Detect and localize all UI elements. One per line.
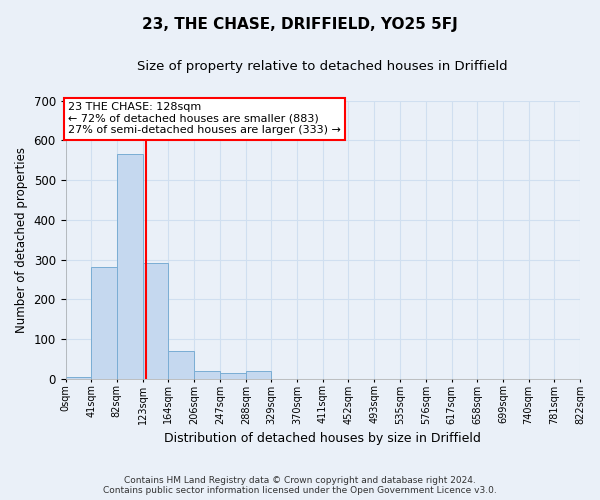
- Text: 23 THE CHASE: 128sqm
← 72% of detached houses are smaller (883)
27% of semi-deta: 23 THE CHASE: 128sqm ← 72% of detached h…: [68, 102, 341, 135]
- Y-axis label: Number of detached properties: Number of detached properties: [15, 146, 28, 332]
- Text: Contains HM Land Registry data © Crown copyright and database right 2024.
Contai: Contains HM Land Registry data © Crown c…: [103, 476, 497, 495]
- Bar: [246, 371, 271, 378]
- Text: 23, THE CHASE, DRIFFIELD, YO25 5FJ: 23, THE CHASE, DRIFFIELD, YO25 5FJ: [142, 18, 458, 32]
- Bar: [194, 371, 220, 378]
- Bar: [117, 154, 143, 378]
- Bar: [168, 351, 194, 378]
- Bar: [65, 376, 91, 378]
- Bar: [220, 373, 246, 378]
- Bar: [143, 264, 168, 378]
- Bar: [91, 268, 117, 378]
- X-axis label: Distribution of detached houses by size in Driffield: Distribution of detached houses by size …: [164, 432, 481, 445]
- Title: Size of property relative to detached houses in Driffield: Size of property relative to detached ho…: [137, 60, 508, 73]
